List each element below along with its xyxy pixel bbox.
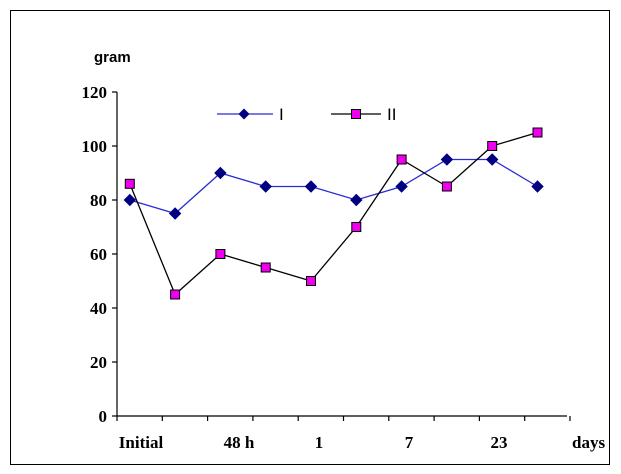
y-tick-label: 20: [90, 353, 107, 372]
data-point: [304, 180, 318, 193]
legend: I II: [217, 105, 396, 124]
data-point: [260, 262, 271, 273]
data-point: [485, 153, 499, 166]
x-tick-label: 23: [491, 433, 508, 452]
y-tick-label: 80: [90, 191, 107, 210]
data-point: [168, 207, 182, 220]
legend-item-1: I: [217, 105, 284, 124]
data-point: [259, 180, 272, 193]
data-point: [350, 193, 363, 207]
series-2: [124, 127, 543, 300]
y-tick-label: 120: [82, 83, 108, 102]
y-tick-label: 40: [90, 299, 107, 318]
data-point: [351, 222, 362, 232]
y-tick-label: 100: [82, 137, 108, 156]
legend-label: II: [387, 105, 396, 124]
axes: [116, 92, 567, 417]
data-point: [215, 249, 226, 259]
x-axis-unit-label: days: [572, 433, 605, 452]
y-tick-label: 0: [99, 407, 108, 426]
series-layer: [123, 127, 544, 300]
line-chart: gram days 0 20 40 60 80 100 120 Initial 48 h 1 7 2…: [82, 49, 606, 452]
series-line: [129, 131, 538, 296]
y-axis-ticks: 0 20 40 60 80 100 120: [82, 83, 117, 426]
data-point: [123, 193, 137, 207]
data-point: [170, 289, 181, 300]
x-tick-label: 48 h: [224, 433, 255, 452]
data-point: [487, 141, 498, 151]
data-point: [396, 154, 407, 165]
data-point: [214, 166, 227, 180]
y-tick-label: 60: [90, 245, 107, 264]
data-point: [440, 153, 454, 166]
legend-marker: [238, 108, 250, 120]
data-point: [124, 178, 135, 189]
x-tick-label: Initial: [119, 433, 164, 452]
legend-label: I: [279, 105, 284, 124]
series-1: [123, 153, 544, 220]
y-axis-unit-label: gram: [94, 49, 131, 66]
series-line: [129, 158, 538, 215]
chart-frame: gram days 0 20 40 60 80 100 120 Initial 48 h 1 7 2…: [10, 10, 610, 465]
legend-marker: [351, 109, 361, 119]
x-axis-ticks: Initial 48 h 1 7 23: [116, 416, 571, 452]
data-point: [306, 276, 316, 286]
data-point: [441, 181, 452, 192]
x-tick-label: 1: [315, 433, 324, 452]
legend-item-2: II: [331, 105, 396, 124]
data-point: [532, 127, 543, 138]
data-point: [531, 180, 544, 193]
data-point: [395, 180, 408, 193]
x-tick-label: 7: [405, 433, 414, 452]
